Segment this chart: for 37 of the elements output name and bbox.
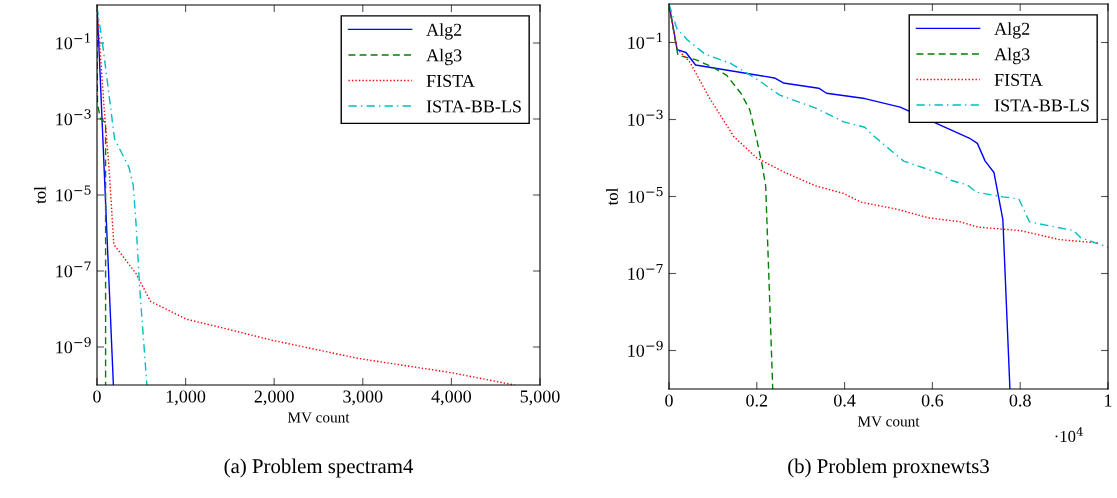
x-tick-label: 0.4 [834,394,856,407]
x-axis-title: MV count [857,416,920,427]
x-tick-label: 1 [1105,394,1112,407]
x-tick-label: 5,000 [520,390,560,406]
text: (b) Problem proxnewts3 [788,458,989,478]
legend-label: FISTA [994,73,1043,86]
x-tick-label: 0 [665,394,673,407]
y-tick-label: 10$^{−1}$ [56,33,90,50]
x-tick-label: 2,000 [254,390,294,406]
x-tick-label: 1,000 [166,390,206,406]
x-tick-label: 0.6 [921,394,944,407]
y-tick-label: 10$^{−7}$ [628,263,663,280]
y-tick-label: 10$^{−7}$ [56,261,91,278]
legend-label: Alg2 [426,23,462,40]
legend-label: ISTA-BB-LS [426,100,521,113]
legend-label: Alg3 [994,47,1030,65]
text: (a) Problem spectram4 [224,458,414,478]
legend-label: FISTA [426,74,475,87]
x-axis-title: MV count [287,412,350,423]
x-tick-label: 4,000 [431,390,472,406]
y-tick-label: 10$^{−5}$ [628,186,663,203]
x-tick-label: 0 [93,390,101,403]
y-axis-title: tol [606,188,618,206]
y-tick-label: 10$^{−5}$ [56,185,91,202]
x-tick-label: 3,000 [343,390,383,406]
y-axis-title: tol [34,186,46,204]
x-tick-label: 0.8 [1009,394,1031,407]
text: ·10$^{4}$ [1055,427,1083,443]
legend-label: Alg3 [426,48,462,66]
y-tick-label: 10$^{−9}$ [56,337,91,354]
y-tick-label: 10$^{−1}$ [628,32,662,49]
legend-label: Alg2 [994,22,1030,39]
y-tick-label: 10$^{−3}$ [628,109,663,126]
y-tick-label: 10$^{−9}$ [628,340,663,357]
y-tick-label: 10$^{−3}$ [56,109,91,126]
x-tick-label: 0.2 [746,394,768,407]
legend-label: ISTA-BB-LS [994,99,1089,112]
